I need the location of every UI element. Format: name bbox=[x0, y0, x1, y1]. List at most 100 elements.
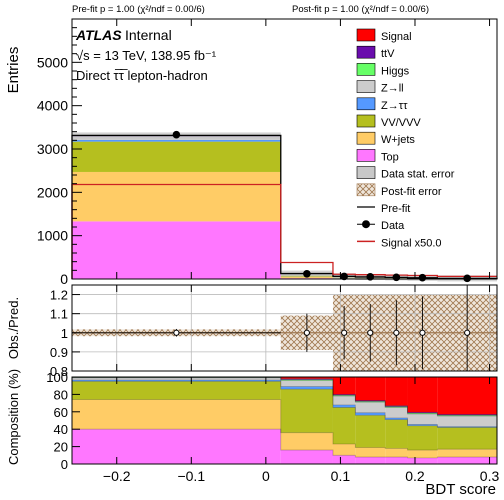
data-point bbox=[463, 274, 471, 283]
stack-bar-ztautau bbox=[72, 139, 281, 142]
ratio-ytick-label: 1.2 bbox=[50, 288, 68, 303]
composition-bar-wjets bbox=[332, 443, 356, 456]
x-tick-label: 0.2 bbox=[405, 468, 425, 484]
composition-bar-zll bbox=[72, 377, 281, 381]
composition-bar-wjets bbox=[385, 448, 408, 458]
composition-bar-ztautau bbox=[332, 404, 356, 408]
composition-boundary-higgs bbox=[72, 377, 497, 416]
composition-boundary-ttv bbox=[72, 376, 497, 415]
composition-bar-higgs bbox=[332, 395, 356, 397]
x-tick-label: 0 bbox=[262, 468, 270, 484]
composition-ytick-label: 0 bbox=[61, 457, 68, 472]
legend: Signal ttV Higgs Z→ll Z→ττ VV/VVV W+jets Top Dat… bbox=[356, 28, 455, 249]
composition-bar-top bbox=[385, 457, 408, 464]
composition-bar-signal bbox=[355, 377, 386, 401]
composition-bar-higgs bbox=[280, 379, 333, 381]
ratio-point bbox=[464, 329, 471, 336]
x-tick-label: 0.3 bbox=[480, 468, 500, 484]
postfit-stat-text: Post-fit p = 1.00 (χ²/ndf = 0.00/6) bbox=[292, 4, 429, 15]
composition-bar-signal bbox=[280, 377, 333, 379]
legend-label: Post-fit error bbox=[381, 186, 442, 198]
composition-bar-top bbox=[72, 429, 281, 464]
legend-label: W+jets bbox=[381, 134, 415, 146]
legend-entry-signal_line: Signal x50.0 bbox=[357, 237, 442, 249]
composition-bar-vv bbox=[385, 419, 408, 449]
ratio-point bbox=[419, 329, 426, 336]
stack-bar-wjets bbox=[72, 171, 281, 222]
legend-label: Pre-fit bbox=[381, 203, 410, 215]
composition-bar-vv bbox=[332, 407, 356, 444]
legend-label: Signal bbox=[381, 31, 412, 43]
composition-bar-ztautau bbox=[437, 426, 497, 428]
composition-bar-zll bbox=[332, 396, 356, 405]
legend-entry-zll: Z→ll bbox=[356, 80, 404, 95]
legend-swatch bbox=[362, 220, 370, 229]
ratio-ytick-label: 0.9 bbox=[50, 345, 68, 360]
composition-bar-signal bbox=[385, 377, 408, 406]
energy-lumi-text: √s = 13 TeV, 138.95 fb⁻¹ bbox=[76, 48, 217, 63]
composition-bar-zll bbox=[385, 407, 408, 418]
data-point bbox=[340, 272, 348, 281]
legend-swatch bbox=[356, 149, 376, 162]
legend-swatch bbox=[356, 63, 376, 76]
composition-bar-vv bbox=[280, 389, 333, 433]
composition-bar-ztautau bbox=[355, 412, 386, 416]
legend-swatch bbox=[356, 166, 376, 179]
legend-label: Signal x50.0 bbox=[381, 237, 442, 249]
data-point bbox=[303, 270, 311, 278]
ratio-panel: 0.8 0.9 1 1.1 1.2 bbox=[50, 284, 498, 379]
region-text: Direct τ̅τ̅ lepton-hadron bbox=[76, 68, 208, 83]
composition-bar-ttv bbox=[407, 412, 438, 414]
legend-swatch bbox=[356, 80, 376, 93]
composition-bar-ztautau bbox=[72, 380, 281, 382]
composition-bar-wjets bbox=[407, 450, 438, 458]
atlas-label: ATLAS Internal √s = 13 TeV, 138.95 fb⁻¹ … bbox=[75, 27, 217, 83]
legend-label: Top bbox=[381, 151, 399, 163]
composition-bar-wjets bbox=[72, 399, 281, 430]
composition-bar-vv bbox=[407, 425, 438, 451]
data-point bbox=[172, 130, 181, 139]
ratio-ytick-label: 0.8 bbox=[50, 364, 68, 379]
composition-boundary-vv bbox=[72, 380, 497, 428]
atlas-status-text: Internal bbox=[125, 27, 172, 43]
ratio-point bbox=[341, 329, 348, 336]
composition-bar-zll bbox=[407, 413, 438, 425]
composition-bar-higgs bbox=[355, 401, 386, 403]
composition-bar-signal bbox=[407, 377, 438, 413]
stack-bar-top bbox=[72, 221, 281, 279]
composition-bar-zll bbox=[437, 416, 497, 427]
composition-bar-ztautau bbox=[280, 386, 333, 390]
composition-bar-wjets bbox=[280, 432, 333, 451]
legend-entry-ttv: ttV bbox=[356, 45, 395, 60]
composition-bar-signal bbox=[437, 377, 497, 415]
prefit-stat-text: Pre-fit p = 1.00 (χ²/ndf = 0.00/6) bbox=[72, 4, 205, 15]
legend-swatch bbox=[356, 97, 376, 111]
legend-entry-top: Top bbox=[356, 149, 399, 163]
ratio-ytick-label: 1 bbox=[61, 326, 68, 341]
composition-panel: −0.2 −0.1 0 0.1 0.2 0.3 0 20 40 60 80 100 bbox=[46, 370, 499, 484]
composition-panel-frame bbox=[71, 376, 498, 465]
main-panel: 0 1000 2000 3000 4000 5000 bbox=[37, 18, 498, 287]
composition-boundary-zll bbox=[72, 377, 497, 417]
legend-swatch bbox=[356, 131, 376, 145]
legend-entry-vv: VV/VVV bbox=[356, 114, 421, 129]
main-ytick-label: 4000 bbox=[37, 98, 68, 114]
composition-bar-top bbox=[332, 455, 356, 464]
main-ylabel: Entries bbox=[5, 47, 22, 94]
main-ytick-label: 5000 bbox=[37, 54, 68, 70]
main-ytick-label: 0 bbox=[60, 271, 68, 287]
composition-bar-zll bbox=[355, 402, 386, 413]
composition-bar-higgs bbox=[407, 413, 438, 414]
composition-bar-wjets bbox=[437, 449, 497, 458]
legend-label: Z→ll bbox=[381, 83, 404, 95]
x-tick-label: 0.1 bbox=[331, 468, 351, 484]
axis-titles: Entries Obs./Pred. Composition (%) BDT s… bbox=[5, 47, 496, 498]
composition-bar-ztautau bbox=[407, 424, 438, 426]
composition-bar-ttv bbox=[280, 378, 333, 380]
composition-bar-ttv bbox=[385, 405, 408, 407]
signal-x50-line bbox=[71, 183, 497, 279]
composition-bar-ztautau bbox=[385, 417, 408, 420]
composition-bar-ttv bbox=[355, 400, 386, 402]
ratio-point bbox=[303, 329, 310, 336]
